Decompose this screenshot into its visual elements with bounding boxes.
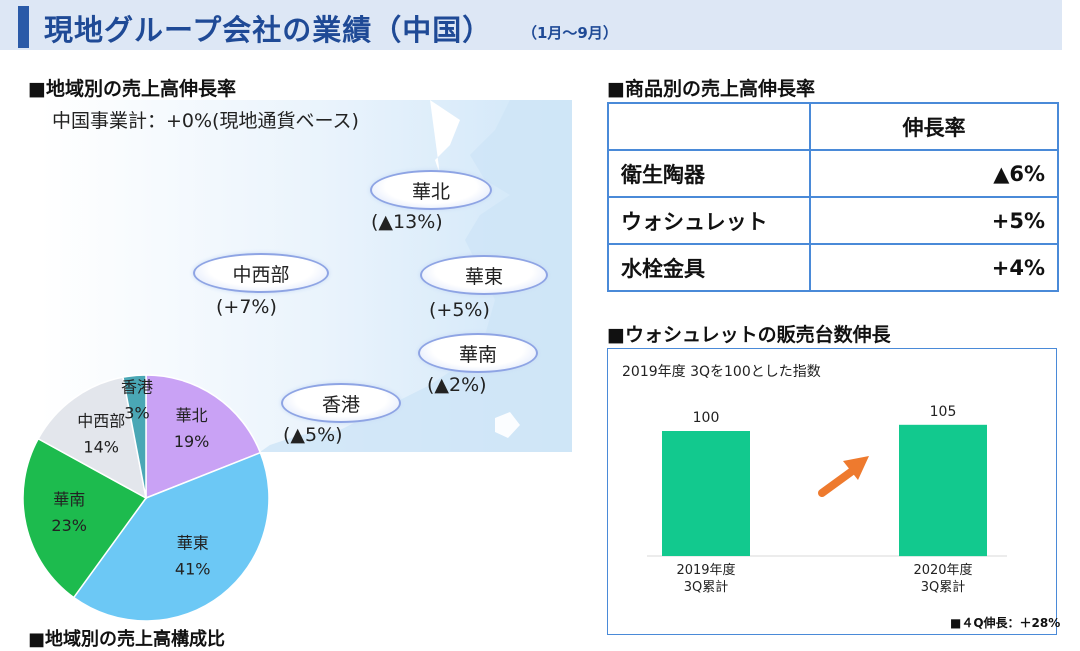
region-growth-huabei: (▲13%)	[371, 211, 443, 233]
region-growth-hongkong: (▲5%)	[283, 424, 343, 446]
washlet-bar-category-0-1: 3Q累計	[684, 579, 729, 595]
pie-value-3: 14%	[83, 437, 119, 456]
washlet-bar-value-1: 105	[930, 404, 957, 420]
region-bubble-huabei: 華北	[370, 170, 492, 210]
region-growth-heading: ■地域別の売上高伸長率	[28, 78, 236, 100]
washlet-bar-category-1-1: 3Q累計	[921, 579, 966, 595]
pie-label-4: 香港	[121, 378, 153, 397]
table-header-row: 伸長率	[607, 102, 1059, 151]
page-title: 現地グループ会社の業績（中国）	[44, 13, 493, 47]
table-header-growth: 伸長率	[809, 102, 1059, 151]
pie-label-3: 中西部	[77, 411, 125, 430]
region-share-pie: 華北 19% 華東 41% 華南 23% 中西部 14% 香港 3%	[22, 374, 270, 622]
product-growth-heading: ■商品別の売上高伸長率	[607, 78, 815, 100]
pie-value-2: 23%	[51, 516, 87, 535]
pie-slice-1	[72, 451, 270, 622]
page-period: （1月～9月）	[522, 24, 618, 42]
table-row: 水栓金具 +4%	[607, 243, 1059, 292]
pie-slice-2	[22, 437, 148, 599]
table-header-empty	[607, 102, 811, 151]
pie-slice-0	[145, 374, 262, 500]
region-growth-huanan: (▲2%)	[427, 374, 487, 396]
washlet-chart-note: 2019年度 3Qを100とした指数	[622, 364, 821, 380]
product-name: 衛生陶器	[607, 149, 811, 198]
region-bubble-huadong: 華東	[420, 255, 548, 295]
pie-label-0: 華北	[176, 406, 208, 425]
washlet-bar-value-0: 100	[693, 410, 720, 426]
washlet-bar-category-0-0: 2019年度	[676, 562, 735, 578]
china-total-note: 中国事業計：+0%(現地通貨ベース)	[52, 110, 359, 132]
pie-slice-4	[122, 374, 147, 499]
product-growth-value: +5%	[809, 196, 1059, 245]
header-band	[0, 0, 1062, 50]
product-name: 水栓金具	[607, 243, 811, 292]
table-row: 衛生陶器 ▲6%	[607, 149, 1059, 198]
product-growth-value: ▲6%	[809, 149, 1059, 198]
washlet-bar-0	[662, 431, 750, 556]
region-bubble-zhongxibu: 中西部	[193, 253, 329, 293]
pie-value-0: 19%	[174, 432, 210, 451]
washlet-bar-category-1-0: 2020年度	[913, 562, 972, 578]
pie-slice-3	[37, 376, 148, 500]
pie-label-1: 華東	[177, 533, 209, 552]
pie-label-2: 華南	[53, 490, 85, 509]
region-share-heading: ■地域別の売上高構成比	[28, 629, 226, 650]
header-accent-bar	[18, 6, 29, 48]
product-growth-value: +4%	[809, 243, 1059, 292]
washlet-units-heading: ■ウォシュレットの販売台数伸長	[607, 324, 891, 346]
product-growth-table: 伸長率 衛生陶器 ▲6% ウォシュレット +5% 水栓金具 +4%	[607, 102, 1059, 292]
table-row: ウォシュレット +5%	[607, 196, 1059, 245]
washlet-units-chart-frame	[607, 348, 1057, 635]
region-growth-zhongxibu: (+7%)	[216, 296, 277, 318]
pie-value-4: 3%	[124, 404, 149, 423]
region-bubble-hongkong: 香港	[281, 383, 401, 423]
washlet-bar-1	[899, 424, 987, 557]
region-bubble-huanan: 華南	[418, 333, 538, 373]
washlet-4q-growth-note: ■４Q伸長：＋28%	[950, 616, 1061, 630]
pie-value-1: 41%	[175, 559, 211, 578]
product-name: ウォシュレット	[607, 196, 811, 245]
region-growth-huadong: (+5%)	[429, 299, 490, 321]
growth-arrow-icon	[818, 456, 869, 497]
